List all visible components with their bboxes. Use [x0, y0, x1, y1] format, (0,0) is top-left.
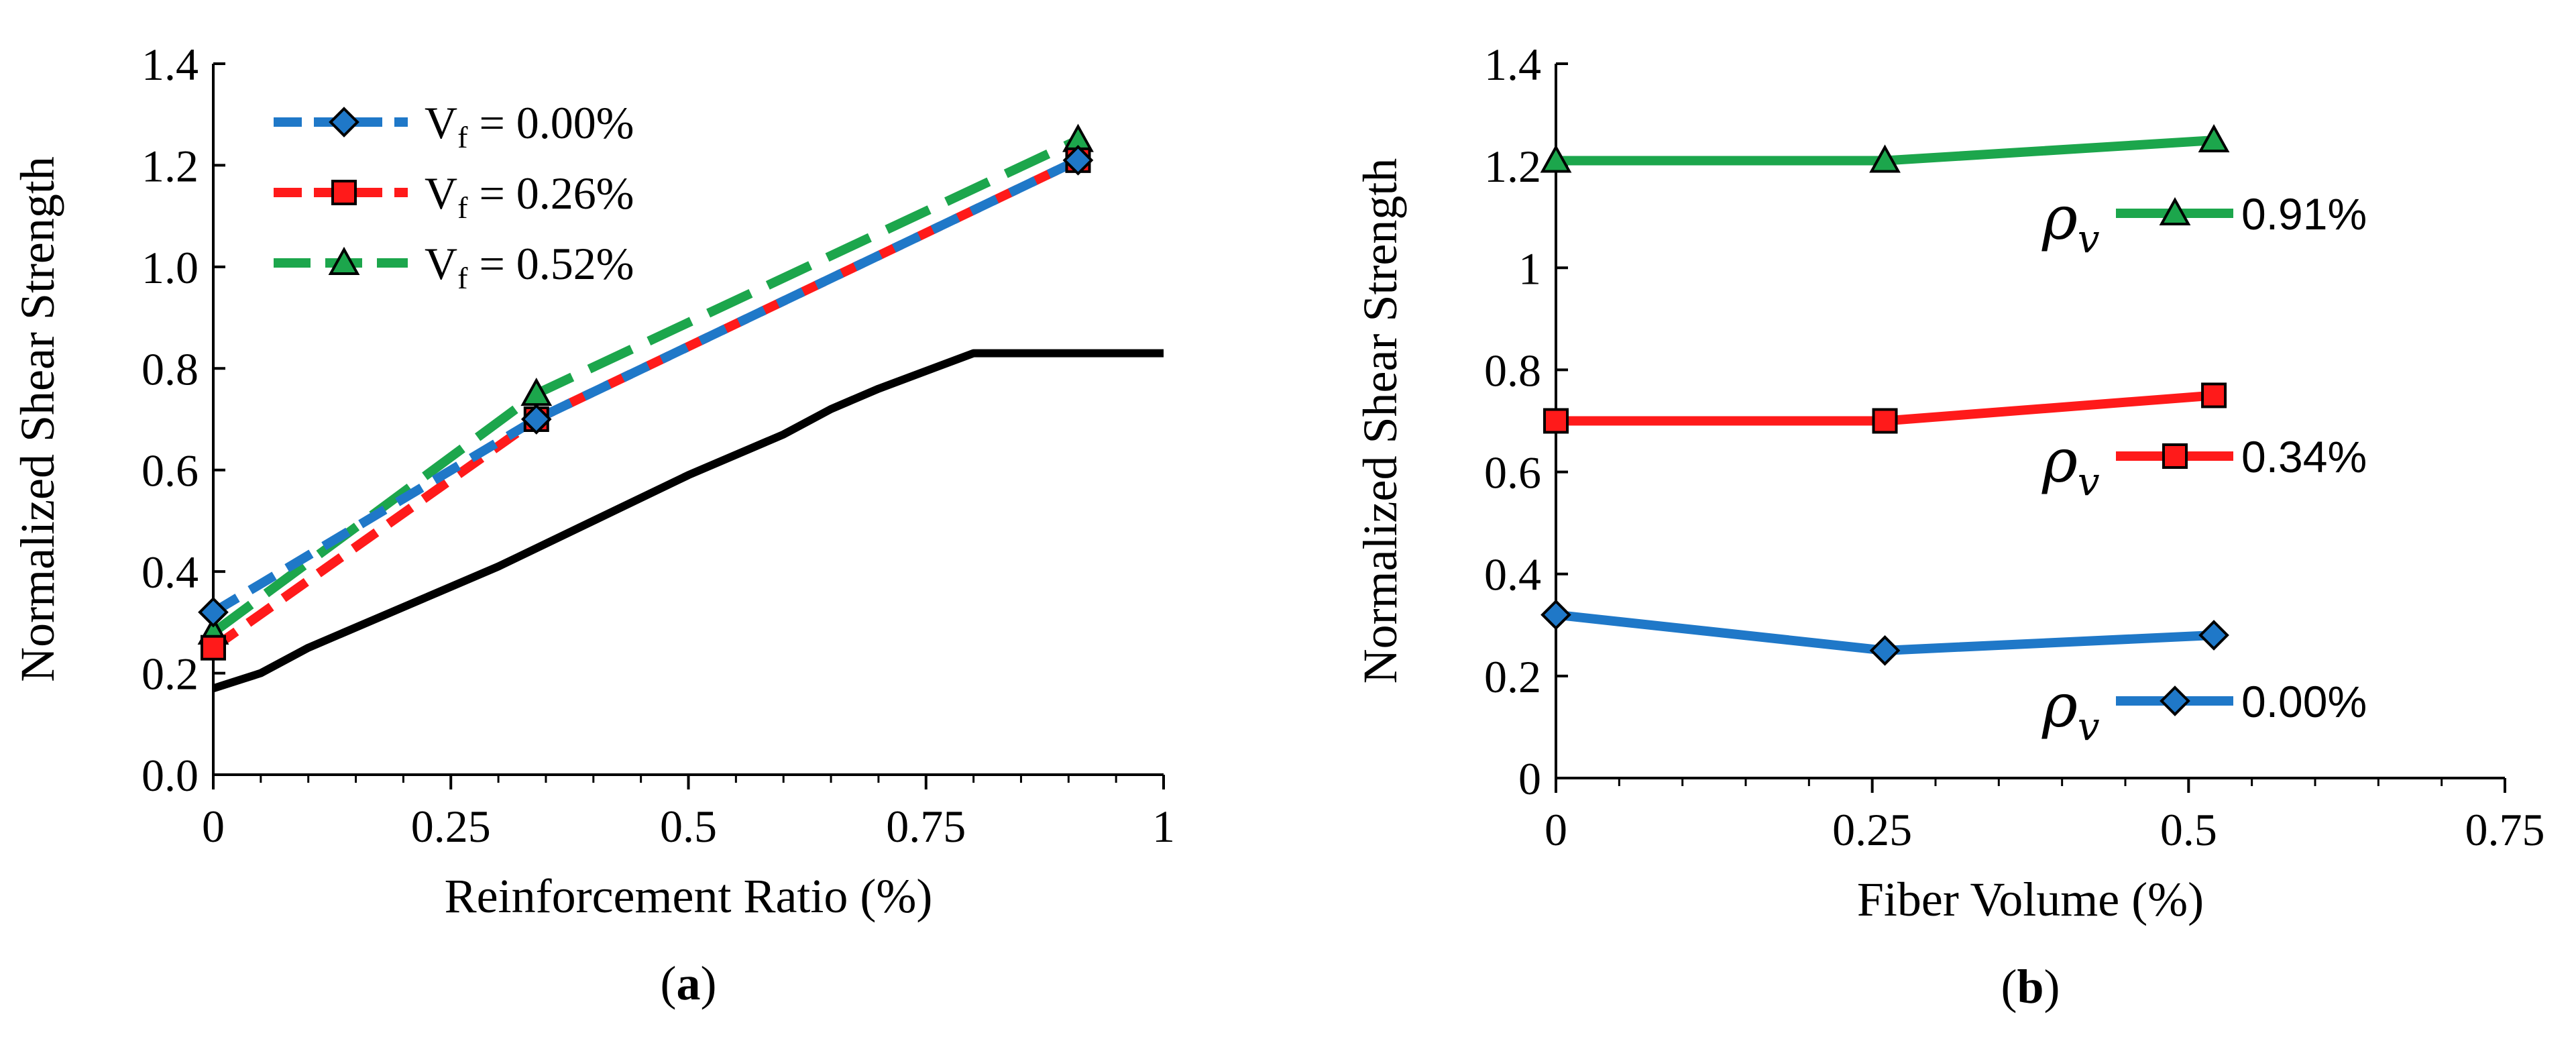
data-point-2-0 [1541, 599, 1571, 630]
y-axis-title: Normalized Shear Strength [1353, 158, 1407, 684]
data-point-2-1 [1869, 635, 1901, 666]
chart-panel-b: 0 0.2 0.4 0.6 0.8 1 1.2 1.4 0 0.25 0.5 0.75 Fiber Vo… [1353, 39, 2545, 1013]
x-tick-label: 1 [1152, 801, 1175, 852]
data-point-0-1 [1869, 144, 1901, 173]
legend-marker-0 [2159, 197, 2191, 225]
y-tick-label: 0.0 [142, 750, 199, 801]
legend-label-value: = 0.26% [467, 168, 634, 219]
x-tick-label: 0.25 [411, 801, 491, 852]
legend-label-subscript: f [457, 120, 468, 154]
legend-marker-2 [2160, 685, 2190, 716]
legend-label-main: V [425, 97, 457, 148]
legend-label-main: V [425, 168, 457, 219]
y-tick-label: 0.6 [1484, 447, 1541, 498]
data-point-0-2 [2198, 123, 2230, 153]
legend-rho: ρ [2041, 671, 2078, 741]
y-tick-label: 1.4 [142, 39, 199, 90]
y-tick-label: 0.4 [142, 547, 199, 598]
legend-label-0: Vf = 0.00% [425, 97, 634, 154]
legend-label-subscript: f [457, 261, 468, 295]
series-line-code-limit [212, 349, 1164, 692]
legend-symbol-2: ρv [2041, 671, 2100, 749]
legend-symbol-0: ρv [2041, 183, 2100, 262]
panel-label: (a) [661, 956, 717, 1010]
legend-label-main: V [425, 238, 457, 289]
chart-panel-a: 0.0 0.2 0.4 0.6 0.8 1.0 1.2 1.4 0 0.25 0.5 0.75 1 Rei… [11, 39, 1175, 1010]
legend-marker-2 [328, 246, 360, 275]
legend-label-value: = 0.00% [467, 97, 634, 148]
panel-label-open: ( [661, 956, 677, 1010]
data-point-1-2 [2201, 382, 2227, 408]
y-tick-label: 0.4 [1484, 549, 1541, 600]
legend-rho-subscript: v [2078, 459, 2100, 504]
legend-value-2: 0.00% [2241, 677, 2367, 726]
legend-value-0: 0.91% [2241, 189, 2367, 239]
x-axis-title: Reinforcement Ratio (%) [445, 869, 933, 923]
x-tick-label: 0.75 [2465, 804, 2545, 855]
y-tick-label: 0.8 [1484, 345, 1541, 396]
data-point-1-1 [1872, 408, 1898, 434]
legend-label-1: Vf = 0.26% [425, 168, 634, 225]
panel-label: (b) [2001, 960, 2060, 1013]
series-line-1 [210, 156, 1080, 652]
panel-label-open: ( [2001, 960, 2017, 1013]
y-tick-label: 1.4 [1484, 39, 1541, 90]
y-tick-label: 1.2 [142, 140, 199, 191]
data-point-0-2 [1062, 145, 1094, 176]
legend-label-2: Vf = 0.52% [425, 238, 634, 295]
y-tick-label: 1 [1518, 243, 1541, 294]
panel-label-close: ) [2044, 960, 2060, 1013]
data-point-1-0 [201, 635, 226, 661]
legend-marker-1 [2162, 443, 2188, 469]
x-tick-label: 0.75 [886, 801, 966, 852]
x-tick-label: 0.5 [660, 801, 717, 852]
panel-label-letter: b [2017, 960, 2043, 1013]
data-point-0-1 [520, 404, 552, 435]
x-axis-title: Fiber Volume (%) [1857, 873, 2204, 926]
panel-label-letter: a [677, 956, 701, 1010]
panel-label-close: ) [701, 956, 717, 1010]
x-tick-label: 0 [202, 801, 225, 852]
y-tick-label: 0.6 [142, 445, 199, 496]
legend-value-1: 0.34% [2241, 432, 2367, 482]
legend-symbol-1: ρv [2041, 426, 2100, 504]
series-line-2 [210, 135, 1080, 637]
x-tick-label: 0.5 [2160, 804, 2217, 855]
y-tick-label: 0.2 [142, 649, 199, 700]
y-tick-label: 0.8 [142, 343, 199, 394]
data-point-0-0 [198, 596, 229, 628]
series-line-0 [211, 156, 1080, 616]
legend-rho-subscript: v [2078, 216, 2100, 262]
x-tick-label: 0 [1545, 804, 1567, 855]
legend-rho-subscript: v [2078, 704, 2100, 749]
legend-marker-1 [331, 180, 357, 205]
y-tick-label: 0.2 [1484, 651, 1541, 702]
legend-rho: ρ [2041, 426, 2078, 496]
legend-label-subscript: f [457, 190, 468, 225]
data-point-0-0 [1540, 144, 1572, 173]
legend-rho: ρ [2041, 183, 2078, 254]
legend-marker-0 [329, 107, 359, 138]
x-tick-label: 0.25 [1832, 804, 1912, 855]
y-axis-title: Normalized Shear Strength [11, 156, 64, 682]
y-tick-label: 1.0 [142, 242, 199, 293]
y-tick-label: 0 [1518, 753, 1541, 804]
y-tick-label: 1.2 [1484, 141, 1541, 192]
legend-label-value: = 0.52% [467, 238, 634, 289]
data-point-1-0 [1543, 408, 1569, 434]
data-point-2-2 [2198, 620, 2229, 651]
